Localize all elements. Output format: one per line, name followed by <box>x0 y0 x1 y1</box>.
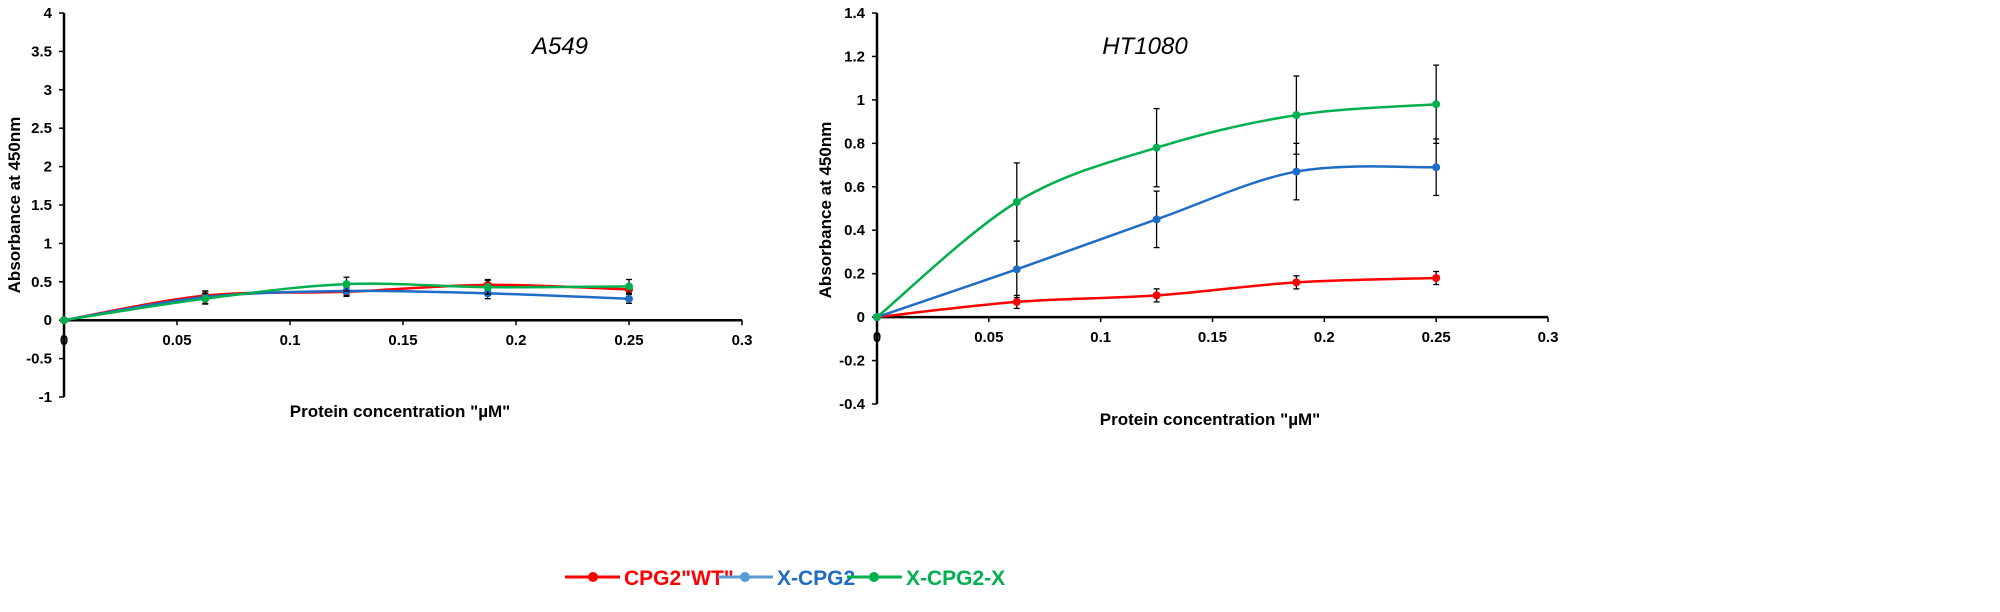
y-tick-label: 0.4 <box>844 222 866 239</box>
data-point <box>342 280 351 289</box>
data-point <box>1292 167 1301 176</box>
y-axis-title: Absorbance at 450nm <box>5 117 24 294</box>
y-tick-label: -0.5 <box>26 351 52 368</box>
legend-marker <box>588 572 598 582</box>
data-point <box>873 313 881 322</box>
data-point <box>1432 163 1441 172</box>
series-line <box>876 102 1437 319</box>
data-point <box>1152 291 1161 300</box>
data-point <box>1292 278 1301 287</box>
x-axis-title: Protein concentration "µM" <box>290 402 511 421</box>
y-tick-label: 0 <box>44 312 52 329</box>
data-point <box>201 294 210 303</box>
y-tick-label: 0.8 <box>844 135 865 152</box>
x-tick-label: 0.05 <box>974 329 1003 346</box>
series-1 <box>60 285 633 325</box>
y-tick-label: 2.5 <box>31 120 52 137</box>
data-point <box>1012 197 1021 206</box>
legend-marker <box>869 572 879 582</box>
y-tick-label: 3.5 <box>31 43 52 60</box>
x-tick-label: 0.15 <box>388 332 417 349</box>
y-tick-label: -0.4 <box>839 396 866 413</box>
data-point <box>625 282 633 291</box>
x-tick-label: 0.15 <box>1198 329 1227 346</box>
y-tick-label: 0.5 <box>31 274 52 291</box>
legend-marker <box>740 572 750 582</box>
y-tick-label: 0 <box>857 309 865 326</box>
data-point <box>1012 265 1021 274</box>
x-tick-label: 0.3 <box>1538 329 1559 346</box>
y-tick-label: 1 <box>44 235 52 252</box>
chart-ht1080: HT1080 Protein concentration "µM" Absorb… <box>816 5 1558 429</box>
y-tick-label: 2 <box>44 159 52 176</box>
legend-label: X-CPG2 <box>777 567 855 590</box>
x-tick-label: 0.1 <box>1090 329 1111 346</box>
y-tick-label: 1.5 <box>31 197 52 214</box>
y-tick-label: 1.4 <box>844 5 866 22</box>
y-tick-label: 0.2 <box>844 266 865 283</box>
series-0 <box>873 270 1441 322</box>
data-point <box>483 283 492 292</box>
legend-label: CPG2"WT" <box>624 567 734 590</box>
series-2 <box>873 64 1441 322</box>
y-axis-title: Absorbance at 450nm <box>816 122 835 299</box>
y-tick-label: 0.6 <box>844 179 865 196</box>
x-tick-label: 0.25 <box>614 332 643 349</box>
data-point <box>1292 111 1301 120</box>
legend-item-x-cpg2-x: X-CPG2-X <box>847 567 1005 590</box>
x-tick-label: 0.05 <box>162 332 191 349</box>
y-tick-label: 4 <box>44 5 53 22</box>
legend-item-x-cpg2: X-CPG2 <box>718 567 855 590</box>
x-tick-label: 0.1 <box>280 332 301 349</box>
x-tick-label: 0 <box>873 329 881 346</box>
data-point <box>60 316 68 325</box>
data-point <box>1432 274 1441 283</box>
data-point <box>1432 100 1441 109</box>
x-tick-label: 0.2 <box>506 332 527 349</box>
y-tick-label: -0.2 <box>839 353 865 370</box>
data-point <box>1152 143 1161 152</box>
chart-title: HT1080 <box>1102 33 1188 60</box>
y-tick-label: 3 <box>44 82 52 99</box>
y-tick-label: 1 <box>857 92 865 109</box>
x-axis-title: Protein concentration "µM" <box>1100 410 1321 429</box>
data-point <box>1012 297 1021 306</box>
legend-item-wt: CPG2"WT" <box>565 567 734 590</box>
legend: CPG2"WT" X-CPG2 X-CPG2-X <box>565 567 1005 590</box>
y-tick-label: -1 <box>39 389 52 406</box>
data-point <box>625 294 633 303</box>
data-point <box>1152 215 1161 224</box>
legend-label: X-CPG2-X <box>906 567 1005 590</box>
x-tick-label: 0.2 <box>1314 329 1335 346</box>
series-2 <box>60 276 633 325</box>
x-tick-label: 0.25 <box>1422 329 1451 346</box>
y-tick-label: 1.2 <box>844 48 865 65</box>
chart-title: A549 <box>530 33 588 60</box>
x-tick-label: 0.3 <box>732 332 753 349</box>
chart-a549: A549 Protein concentration "µM" Absorban… <box>5 5 752 421</box>
x-tick-label: 0 <box>60 332 68 349</box>
